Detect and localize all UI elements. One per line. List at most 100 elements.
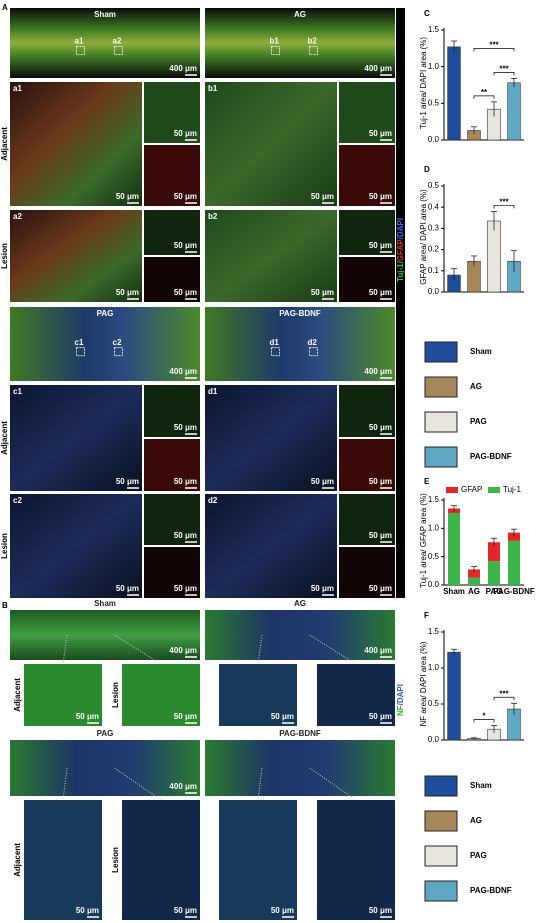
inset-red (339, 439, 395, 491)
legend-swatch (446, 487, 458, 493)
legend-label: PAG (470, 851, 487, 860)
x-tick-label: PAG-BDNF (493, 587, 535, 596)
row-label: c2 (13, 496, 22, 505)
significance-label: *** (499, 65, 509, 74)
significance-label: *** (499, 198, 509, 207)
group-title: PAG-BDNF (279, 309, 321, 318)
stain-label: NF/DAPI (396, 684, 405, 716)
y-tick-label: 1.5 (428, 627, 440, 636)
group-title: AG (294, 10, 306, 19)
y-axis-label: NF area/ DAPI area (%) (419, 641, 428, 726)
row-side-label: Adjacent (0, 127, 9, 161)
y-tick-label: 1.0 (428, 523, 440, 532)
significance-bracket (493, 72, 515, 76)
row-label: a1 (13, 84, 22, 93)
y-tick-label: 0.5 (428, 552, 440, 561)
row-label: c1 (13, 387, 22, 396)
scale-bar-label: 50 μm (174, 584, 197, 593)
scale-bar-label: 50 μm (76, 712, 99, 721)
legend-label: Sham (470, 781, 492, 790)
bar (447, 46, 461, 141)
overview-image (10, 740, 200, 796)
inset-green (339, 494, 395, 545)
legend-label: GFAP (461, 485, 482, 494)
legend-label: AG (470, 382, 482, 391)
y-tick-label: 0.3 (428, 224, 440, 233)
y-tick-label: 0.5 (428, 98, 440, 107)
significance-bracket (473, 719, 495, 723)
y-tick-label: 0.0 (428, 580, 440, 589)
scale-bar-label: 400 μm (169, 367, 197, 376)
stain-part: NF (396, 705, 405, 716)
micrograph (10, 385, 142, 491)
scale-bar-label: 50 μm (369, 288, 392, 297)
crop-side-label: Lesion (111, 682, 120, 708)
bar-segment (468, 577, 480, 585)
scale-bar-label: 50 μm (369, 906, 392, 915)
significance-bracket (473, 95, 495, 99)
significance-label: * (482, 712, 486, 721)
bar-segment (488, 561, 500, 585)
crop-image (24, 664, 102, 726)
legend-label: PAG-BDNF (470, 886, 512, 895)
bar (447, 651, 461, 741)
scale-bar-label: 50 μm (369, 584, 392, 593)
crop-image (219, 664, 297, 726)
legend-swatch (424, 810, 458, 832)
bar (507, 82, 521, 141)
group-title: AG (294, 599, 306, 608)
scale-bar-label: 50 μm (174, 712, 197, 721)
group-title: Sham (94, 10, 116, 19)
legend-swatch (424, 845, 458, 867)
overview-image (205, 610, 395, 660)
row-label: d1 (208, 387, 218, 396)
overview-image (205, 8, 395, 78)
bar-segment (448, 513, 460, 585)
zoom-box (76, 46, 85, 55)
scale-bar-label: 50 μm (174, 423, 197, 432)
bar-segment (508, 532, 520, 541)
legend-swatch (424, 341, 458, 363)
scale-bar-label: 50 μm (271, 906, 294, 915)
inset-red (144, 257, 200, 302)
group-title: Sham (94, 599, 116, 608)
panel-label: D (424, 165, 430, 174)
scale-bar-label: 50 μm (369, 241, 392, 250)
inset-red (144, 145, 200, 206)
overview-image (10, 8, 200, 78)
zoom-box-label: a2 (113, 37, 122, 46)
y-tick-label: 1.5 (428, 495, 440, 504)
inset-red (339, 547, 395, 598)
scale-bar-label: 50 μm (369, 129, 392, 138)
micrograph (10, 82, 142, 206)
scale-bar-label: 50 μm (311, 192, 334, 201)
scale-bar-label: 50 μm (116, 477, 139, 486)
x-tick-label: PAG (486, 587, 503, 596)
scale-bar-label: 400 μm (169, 64, 197, 73)
significance-label: *** (499, 689, 509, 698)
inset-red (339, 145, 395, 206)
scale-bar-label: 50 μm (174, 906, 197, 915)
bar-segment (488, 542, 500, 562)
scale-bar-label: 50 μm (271, 712, 294, 721)
legend-swatch (488, 487, 500, 493)
y-tick-label: 0.1 (428, 266, 440, 275)
scale-bar-label: 400 μm (364, 367, 392, 376)
panel-label: B (2, 601, 8, 610)
micrograph (205, 385, 337, 491)
zoom-box-label: a1 (75, 37, 84, 46)
y-tick-label: 0.2 (428, 245, 440, 254)
zoom-box-label: b2 (308, 37, 318, 46)
inset-green (144, 82, 200, 143)
micrograph (10, 210, 142, 302)
group-title: PAG (97, 729, 114, 738)
scale-bar-label: 400 μm (364, 64, 392, 73)
significance-bracket (493, 205, 515, 209)
overview-image (205, 307, 395, 381)
significance-label: *** (489, 41, 499, 50)
legend-label: PAG (470, 417, 487, 426)
y-tick-label: 0.0 (428, 735, 440, 744)
overview-image (205, 740, 395, 796)
zoom-box (114, 347, 123, 357)
